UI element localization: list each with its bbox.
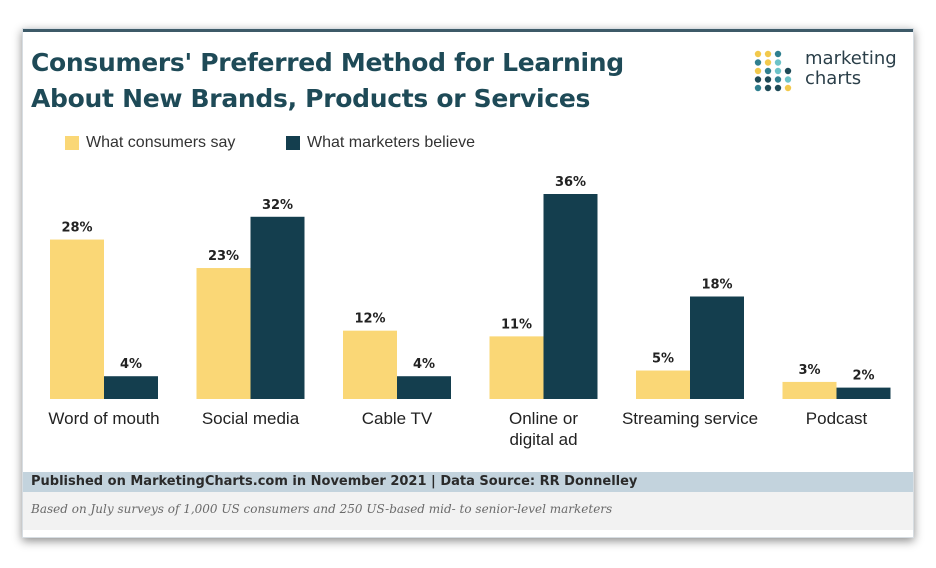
chart-title-line-2: About New Brands, Products or Services <box>31 84 591 113</box>
logo-dots-icon <box>754 50 792 92</box>
data-label-marketers-0: 4% <box>120 357 142 372</box>
category-label-4: Streaming service <box>622 409 758 428</box>
bar-marketers-5 <box>836 387 891 399</box>
category-label-3: digital ad <box>509 430 577 449</box>
category-label-3: Online or <box>509 409 578 428</box>
marketingcharts-logo: marketing charts <box>753 49 913 99</box>
data-label-consumers-5: 3% <box>798 363 820 378</box>
legend-label-consumers: What consumers say <box>86 134 236 151</box>
legend-item-marketers: What marketers believe <box>286 134 475 152</box>
logo-text: marketing charts <box>805 49 915 89</box>
logo-dot <box>764 50 772 58</box>
legend-swatch-consumers <box>65 136 79 150</box>
bar-consumers-1 <box>196 268 251 399</box>
bar-consumers-5 <box>782 381 837 399</box>
logo-dot <box>774 50 782 58</box>
bar-marketers-0 <box>104 376 158 399</box>
bar-marketers-4 <box>690 296 744 399</box>
data-label-marketers-1: 32% <box>262 198 293 213</box>
bar-consumers-2 <box>343 330 397 399</box>
bar-marketers-2 <box>397 376 451 399</box>
note-text: Based on July surveys of 1,000 US consum… <box>31 502 613 516</box>
legend-label-marketers: What marketers believe <box>307 134 476 151</box>
logo-dot <box>764 84 772 92</box>
logo-dot <box>784 76 792 83</box>
bar-chart: 28% 4% Word of mouth 23% 32% Social media 12% 4… <box>48 175 891 449</box>
top-border <box>23 29 913 32</box>
logo-dot <box>754 59 762 66</box>
chart-title-line-1: Consumers' Preferred Method for Learning <box>31 48 624 77</box>
data-label-consumers-0: 28% <box>61 221 92 236</box>
logo-dot <box>774 84 782 92</box>
logo-dot <box>784 67 792 75</box>
data-label-marketers-2: 4% <box>413 357 435 372</box>
logo-text-line-1: marketing <box>805 48 897 69</box>
logo-dot <box>784 84 792 92</box>
category-label-5: Podcast <box>806 409 868 428</box>
bar-marketers-3 <box>543 194 598 399</box>
category-label-0: Word of mouth <box>48 409 159 428</box>
source-text: Published on MarketingCharts.com in Nove… <box>31 474 638 489</box>
bar-consumers-4 <box>636 370 690 399</box>
data-label-consumers-4: 5% <box>652 352 674 367</box>
logo-dot <box>754 67 762 75</box>
logo-dot <box>774 59 782 66</box>
category-label-1: Social media <box>202 409 300 428</box>
legend-swatch-marketers <box>286 136 300 150</box>
logo-dot <box>764 59 772 66</box>
data-label-marketers-3: 36% <box>555 175 586 190</box>
data-label-consumers-2: 12% <box>354 312 385 327</box>
bar-consumers-0 <box>50 239 104 399</box>
chart-card: Consumers' Preferred Method for Learning… <box>22 28 914 538</box>
logo-dot <box>774 67 782 75</box>
bar-marketers-1 <box>250 216 305 399</box>
data-label-consumers-3: 11% <box>501 317 532 332</box>
category-label-2: Cable TV <box>362 409 433 428</box>
data-label-consumers-1: 23% <box>208 249 239 264</box>
note-bar: Based on July surveys of 1,000 US consum… <box>23 492 913 530</box>
logo-dot <box>754 84 762 92</box>
chart-title: Consumers' Preferred Method for Learning… <box>31 45 671 117</box>
data-label-marketers-5: 2% <box>852 369 874 384</box>
legend-item-consumers: What consumers say <box>65 134 235 152</box>
data-label-marketers-4: 18% <box>701 278 732 293</box>
logo-dot <box>774 76 782 83</box>
logo-dot <box>754 50 762 58</box>
logo-dot <box>764 76 772 83</box>
source-bar: Published on MarketingCharts.com in Nove… <box>23 472 913 492</box>
logo-dot <box>754 76 762 83</box>
logo-text-line-2: charts <box>805 68 862 89</box>
bar-consumers-3 <box>489 336 544 399</box>
logo-dot <box>764 67 772 75</box>
